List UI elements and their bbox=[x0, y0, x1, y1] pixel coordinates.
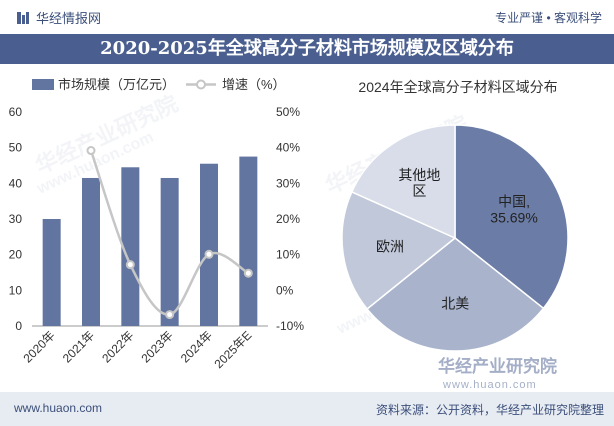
legend-bar-swatch bbox=[32, 79, 54, 90]
x-tick-label: 2024年 bbox=[178, 328, 215, 365]
y-right-tick-label: 40% bbox=[276, 141, 300, 155]
footer: www.huaon.com 资料来源：公开资料，华经产业研究院整理 bbox=[0, 392, 614, 426]
brand-name: 华经情报网 bbox=[36, 11, 102, 26]
top-bar: 华经情报网 专业严谨 • 客观科学 bbox=[0, 0, 614, 34]
y-right-tick-label: 50% bbox=[276, 105, 300, 119]
y-left-tick-label: 30 bbox=[9, 212, 23, 226]
growth-point bbox=[125, 260, 135, 270]
footer-source: 资料来源：公开资料，华经产业研究院整理 bbox=[375, 403, 604, 417]
x-tick-label: 2025年E bbox=[212, 328, 255, 371]
slogan: 专业严谨 • 客观科学 bbox=[495, 11, 602, 25]
page-title: 2020-2025年全球高分子材料市场规模及区域分布 bbox=[0, 34, 614, 64]
x-tick-label: 2022年 bbox=[99, 328, 136, 365]
y-right-tick-label: 10% bbox=[276, 248, 300, 262]
y-right-tick-label: 30% bbox=[276, 176, 300, 190]
bar bbox=[42, 219, 61, 326]
growth-line-series bbox=[86, 146, 253, 320]
bar bbox=[160, 177, 179, 326]
y-right-tick-label: -10% bbox=[276, 319, 304, 333]
legend-line-label: 增速（%） bbox=[222, 77, 286, 92]
x-tick-label: 2020年 bbox=[21, 328, 58, 365]
pie-chart-title: 2024年全球高分子材料区域分布 bbox=[358, 79, 557, 95]
pie-slice bbox=[341, 190, 457, 311]
chart-canvas: 华经产业研究院 www.huaon.com 华经产业研究院 www.huaon.… bbox=[9, 77, 569, 391]
legend-line-marker bbox=[196, 79, 206, 90]
bar bbox=[239, 156, 258, 326]
growth-point bbox=[243, 268, 253, 278]
brand: 华经情报网 bbox=[16, 8, 101, 27]
pie-slice bbox=[454, 124, 569, 310]
y-left-tick-label: 40 bbox=[9, 176, 23, 190]
watermark-text: 华经产业研究院 bbox=[438, 356, 557, 376]
legend-bar-label: 市场规模（万亿元） bbox=[58, 77, 175, 92]
y-right-tick-label: 20% bbox=[276, 212, 300, 226]
bar bbox=[121, 167, 140, 326]
pie-slice-label: 北美 bbox=[441, 296, 469, 312]
growth-point bbox=[165, 310, 175, 320]
pie-slice-label: 中国, bbox=[498, 194, 530, 210]
pie-slice-label: 欧洲 bbox=[376, 238, 404, 254]
pie-slice-label: 区 bbox=[412, 183, 426, 199]
bar bbox=[82, 177, 100, 326]
pie-slice bbox=[366, 237, 545, 352]
growth-point bbox=[86, 146, 96, 156]
y-left-tick-label: 20 bbox=[9, 248, 23, 262]
y-left-tick-label: 50 bbox=[9, 141, 23, 155]
brand-logo-icon bbox=[17, 11, 29, 24]
pie-slice-label: 其他地 bbox=[398, 167, 440, 183]
bar-series bbox=[42, 156, 258, 326]
bar-chart-legend: 市场规模（万亿元） 增速（%） bbox=[32, 77, 286, 92]
x-tick-label: 2023年 bbox=[139, 328, 176, 365]
y-left-tick-label: 10 bbox=[9, 283, 23, 297]
bar bbox=[200, 163, 218, 326]
pie-slice bbox=[350, 124, 456, 240]
watermark-url: www.huaon.com bbox=[442, 379, 537, 391]
x-tick-label: 2021年 bbox=[60, 328, 97, 365]
y-right-tick-label: 0% bbox=[276, 283, 294, 297]
y-left-tick-label: 0 bbox=[15, 319, 22, 333]
pie-slice-value-label: 35.69% bbox=[490, 210, 537, 226]
growth-point bbox=[204, 249, 214, 259]
footer-url[interactable]: www.huaon.com bbox=[14, 401, 103, 415]
y-left-tick-label: 60 bbox=[9, 105, 23, 119]
